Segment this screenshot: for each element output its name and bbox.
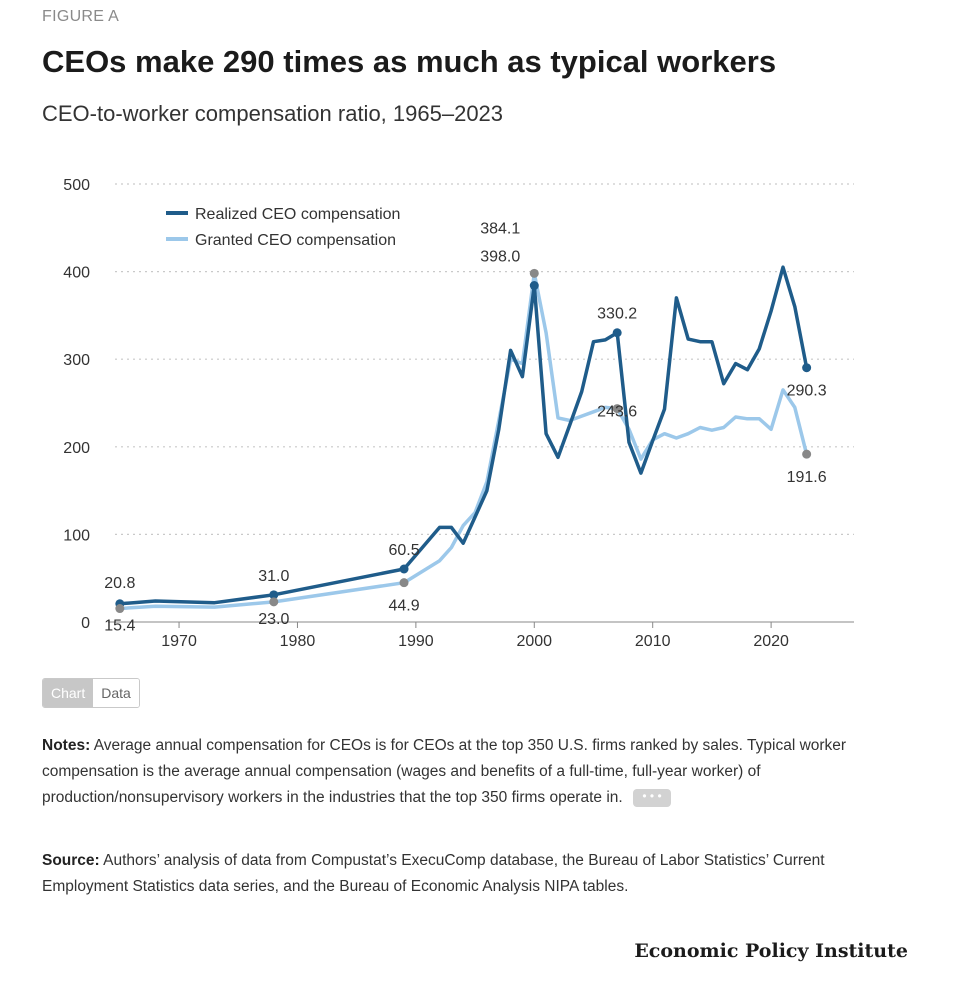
data-point-marker [269,590,279,600]
data-point-marker [802,449,812,459]
y-tick-label: 500 [63,177,90,194]
view-toggle: Chart Data [42,678,140,708]
source-label: Source: [42,852,100,869]
x-tick-label: 1970 [161,633,197,650]
data-point-marker [612,328,622,338]
x-tick-label: 2010 [635,633,671,650]
data-label: 15.4 [104,618,135,635]
legend-label-granted: Granted CEO compensation [195,232,396,249]
data-label: 243.6 [597,404,637,421]
epi-logo: Economic Policy Institute [634,940,908,962]
data-label: 398.0 [480,248,520,265]
legend-label-realized: Realized CEO compensation [195,206,400,223]
data-point-marker [612,404,622,414]
y-tick-label: 300 [63,352,90,369]
data-label: 23.0 [258,611,289,628]
y-tick-label: 0 [81,615,90,632]
chart-view-button[interactable]: Chart [43,679,94,707]
data-label: 330.2 [597,306,637,323]
figure-label: FIGURE A [42,8,120,25]
notes: Notes: Average annual compensation for C… [42,733,892,811]
data-label: 44.9 [388,598,419,615]
series-line-granted [118,271,809,611]
data-point-marker [399,578,409,588]
data-point-marker [529,268,539,278]
series-line-realized [118,265,809,606]
chart-title: CEOs make 290 times as much as typical w… [42,44,777,79]
data-point-marker [269,597,279,607]
y-tick-label: 200 [63,440,90,457]
data-point-marker [802,363,812,373]
x-tick-label: 2020 [753,633,789,650]
source-text: Authors’ analysis of data from Compustat… [42,852,825,895]
data-label: 20.8 [104,575,135,592]
data-point-marker [529,281,539,291]
data-label: 384.1 [480,221,520,238]
data-label: 290.3 [787,383,827,400]
x-tick-label: 1980 [280,633,316,650]
data-view-button[interactable]: Data [93,679,139,707]
x-tick-label: 2000 [516,633,552,650]
y-tick-label: 100 [63,527,90,544]
more-button[interactable]: • • • [633,788,672,807]
line-chart: 0 100 200 300 400 500 1970 1980 1990 2000 2010 2020… [63,177,854,650]
data-label: 31.0 [258,568,289,585]
x-tick-label: 1990 [398,633,434,650]
y-tick-label: 400 [63,265,90,282]
chart-subtitle: CEO-to-worker compensation ratio, 1965–2… [42,101,504,126]
notes-label: Notes: [42,737,91,754]
source: Source: Authors’ analysis of data from C… [42,848,892,900]
data-label: 60.5 [388,542,419,559]
data-label: 191.6 [787,469,827,486]
data-point-marker [115,604,125,614]
notes-text: Average annual compensation for CEOs is … [42,737,847,806]
data-point-marker [399,564,409,574]
